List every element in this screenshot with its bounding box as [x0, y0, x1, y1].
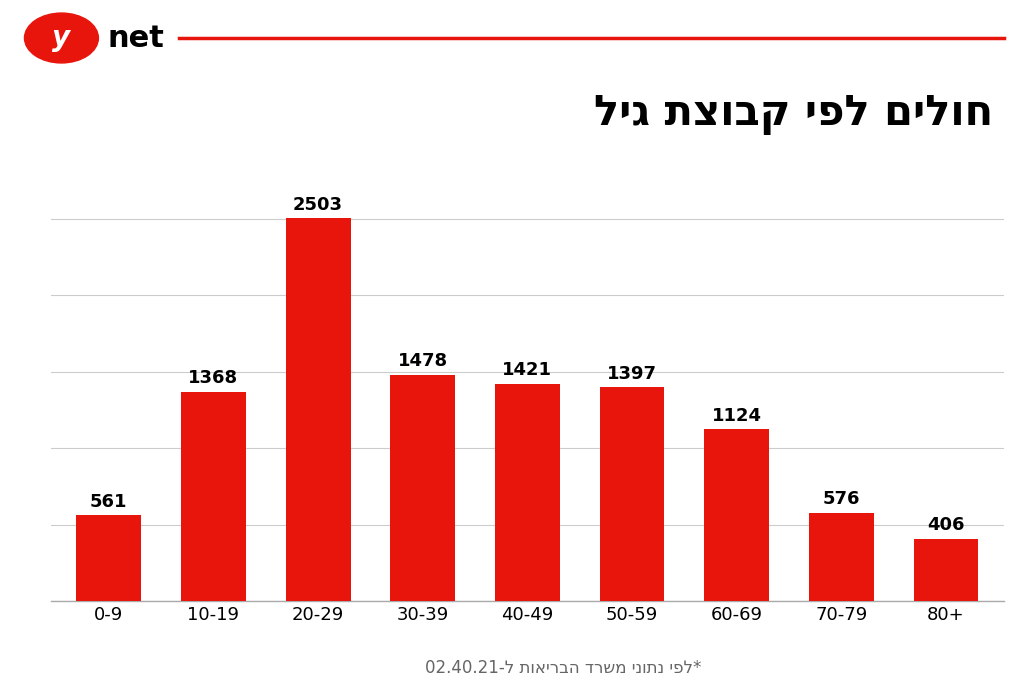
Bar — [77, 515, 141, 601]
Text: 1478: 1478 — [397, 352, 447, 370]
Text: y: y — [52, 24, 71, 52]
Bar — [181, 392, 246, 601]
Bar — [390, 375, 455, 601]
Text: 561: 561 — [90, 493, 128, 511]
Text: ליג תצובק יפל םילוח: ליג תצובק יפל םילוח — [594, 93, 993, 135]
Text: 1124: 1124 — [712, 406, 762, 424]
Bar — [495, 384, 560, 601]
Text: 576: 576 — [822, 491, 860, 509]
Text: 1368: 1368 — [188, 369, 239, 387]
Text: 2503: 2503 — [293, 196, 343, 214]
Text: 406: 406 — [927, 516, 965, 534]
Text: 02.40.21-ל תואירבה דרשמ ינותנ יפל*: 02.40.21-ל תואירבה דרשמ ינותנ יפל* — [425, 659, 701, 677]
Text: 1397: 1397 — [607, 365, 657, 383]
Bar — [286, 218, 350, 601]
Text: net: net — [108, 23, 165, 53]
Bar — [600, 388, 665, 601]
Text: 1421: 1421 — [503, 361, 552, 379]
Bar — [913, 539, 978, 601]
Bar — [809, 513, 873, 601]
Bar — [705, 429, 769, 601]
